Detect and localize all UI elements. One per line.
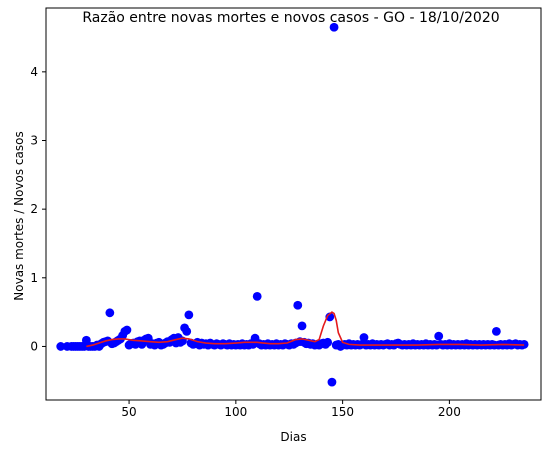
x-tick-label: 50 [121,405,136,419]
chart-title: Razão entre novas mortes e novos casos -… [82,10,499,26]
x-tick-label: 150 [331,405,354,419]
data-point [323,337,333,347]
data-point [359,333,369,342]
y-tick-label: 4 [30,65,38,79]
x-axis-label: Dias [280,430,306,444]
data-point [327,377,337,387]
y-tick-label: 0 [30,339,38,353]
y-tick-label: 2 [30,202,38,216]
data-point [105,308,115,318]
trend-line [86,311,525,348]
data-point [252,291,262,301]
data-point [182,326,192,336]
axes-frame [45,7,542,401]
plot-area [56,22,529,387]
y-axis-label: Novas mortes / Novos casos [12,131,26,300]
data-point [184,310,194,320]
data-point [293,300,303,310]
data-point [297,321,307,331]
axis-ticks: 50 100 150 200 0 1 2 3 4 [30,65,460,419]
data-point [434,331,444,341]
data-point [491,326,501,336]
data-point [56,342,66,351]
y-tick-label: 3 [30,133,38,147]
y-tick-label: 1 [30,271,38,285]
x-tick-label: 200 [438,405,461,419]
data-point [329,22,339,32]
x-tick-label: 100 [224,405,247,419]
data-point [122,325,132,335]
